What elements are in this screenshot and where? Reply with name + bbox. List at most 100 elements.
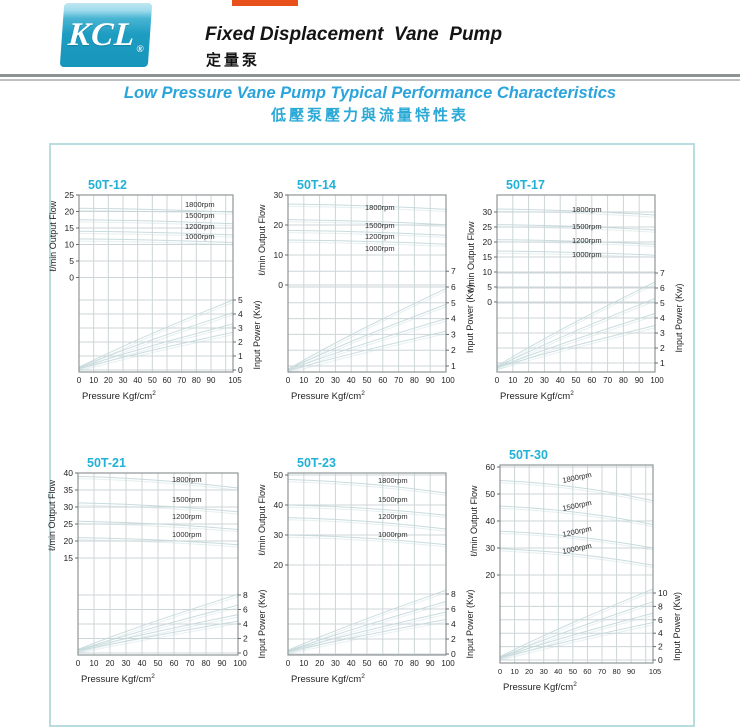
- flow-curve: [499, 530, 654, 549]
- flow-curve: [499, 480, 654, 502]
- legend-label: 1500rpm: [378, 495, 408, 504]
- svg-text:0: 0: [77, 376, 82, 385]
- svg-text:20: 20: [274, 560, 284, 570]
- power-curve: [77, 614, 239, 651]
- svg-text:30: 30: [486, 543, 496, 553]
- pressure-axis-label: Pressure Kgf/cm2: [291, 673, 365, 685]
- svg-text:70: 70: [394, 376, 403, 385]
- flow-axis-label: ℓ/min Output Flow: [47, 480, 57, 551]
- chart-title: 50T-14: [297, 178, 336, 192]
- flow-curve: [78, 207, 234, 213]
- performance-curves: [496, 208, 656, 371]
- plot-border: [77, 472, 239, 656]
- svg-text:7: 7: [660, 268, 665, 278]
- power-curve: [496, 313, 656, 368]
- flow-curve: [499, 548, 654, 566]
- flow-curve: [287, 229, 447, 236]
- flow-curve: [287, 479, 447, 494]
- power-curve: [499, 621, 654, 659]
- section-subtitle-chinese: 低壓泵壓力與流量特性表: [270, 107, 469, 124]
- power-curve: [287, 589, 447, 651]
- flow-curve: [77, 537, 239, 546]
- legend-label: 1500rpm: [572, 222, 602, 231]
- svg-text:4: 4: [243, 619, 248, 629]
- performance-curves: [499, 480, 654, 661]
- legend-label: 1200rpm: [572, 236, 602, 245]
- svg-text:6: 6: [451, 282, 456, 292]
- svg-text:80: 80: [619, 376, 628, 385]
- legend-label: 1000rpm: [185, 232, 215, 241]
- svg-text:4: 4: [451, 314, 456, 324]
- svg-text:80: 80: [410, 376, 419, 385]
- power-axis-label: Input Power (Kw): [257, 589, 267, 658]
- power-axis-label: Input Power (Kw): [672, 592, 682, 661]
- legend-label: 1000rpm: [172, 530, 202, 539]
- svg-text:40: 40: [556, 376, 565, 385]
- svg-text:50: 50: [274, 470, 284, 480]
- legend-label: 1800rpm: [172, 475, 202, 484]
- flow-axis-label: ℓ/min Output Flow: [466, 221, 476, 292]
- svg-text:80: 80: [612, 667, 620, 676]
- flow-curve: [496, 250, 656, 256]
- svg-text:40: 40: [138, 659, 147, 668]
- svg-text:60: 60: [583, 667, 591, 676]
- flow-curve: [78, 230, 234, 236]
- power-axis-label: Input Power (Kw): [674, 283, 684, 352]
- svg-text:0: 0: [76, 659, 81, 668]
- svg-text:20: 20: [104, 376, 113, 385]
- svg-text:0: 0: [238, 365, 243, 375]
- flow-curve: [496, 224, 656, 231]
- chart-title: 50T-21: [87, 456, 126, 470]
- pressure-axis-label: Pressure Kgf/cm2: [291, 390, 365, 402]
- legend-label: 1000rpm: [365, 244, 395, 253]
- svg-text:8: 8: [243, 590, 248, 600]
- flow-curve: [496, 208, 656, 216]
- flow-curve: [77, 520, 239, 530]
- flow-curve: [287, 504, 447, 516]
- svg-text:100: 100: [441, 659, 455, 668]
- svg-text:0: 0: [498, 667, 502, 676]
- power-curve: [287, 330, 447, 372]
- svg-text:25: 25: [65, 190, 75, 200]
- svg-text:60: 60: [170, 659, 179, 668]
- svg-text:1: 1: [660, 358, 665, 368]
- svg-text:30: 30: [122, 659, 131, 668]
- svg-text:20: 20: [483, 237, 493, 247]
- svg-text:30: 30: [540, 376, 549, 385]
- power-curve: [77, 620, 239, 652]
- divider-line-bottom: [0, 79, 740, 81]
- power-curve: [287, 611, 447, 652]
- svg-text:70: 70: [598, 667, 606, 676]
- svg-text:30: 30: [540, 667, 548, 676]
- svg-text:5: 5: [69, 256, 74, 266]
- svg-text:0: 0: [69, 273, 74, 283]
- performance-curves: [287, 479, 447, 655]
- svg-text:80: 80: [192, 376, 201, 385]
- svg-text:0: 0: [286, 659, 291, 668]
- legend-label: 1800rpm: [185, 200, 215, 209]
- svg-text:40: 40: [554, 667, 562, 676]
- power-curve: [496, 281, 656, 367]
- svg-text:3: 3: [660, 328, 665, 338]
- legend-label: 1500rpm: [365, 221, 395, 230]
- svg-text:10: 10: [65, 240, 75, 250]
- legend-label: 1000rpm: [378, 530, 408, 539]
- power-curve: [78, 323, 234, 369]
- svg-text:4: 4: [451, 619, 456, 629]
- flow-curve: [78, 219, 234, 225]
- power-curve: [78, 299, 234, 368]
- pressure-axis-label: Pressure Kgf/cm2: [82, 390, 156, 402]
- svg-text:20: 20: [486, 570, 496, 580]
- registered-mark: ®: [135, 43, 146, 55]
- svg-text:20: 20: [525, 667, 533, 676]
- legend-label: 1000rpm: [572, 250, 602, 259]
- svg-text:6: 6: [243, 605, 248, 615]
- svg-text:90: 90: [635, 376, 644, 385]
